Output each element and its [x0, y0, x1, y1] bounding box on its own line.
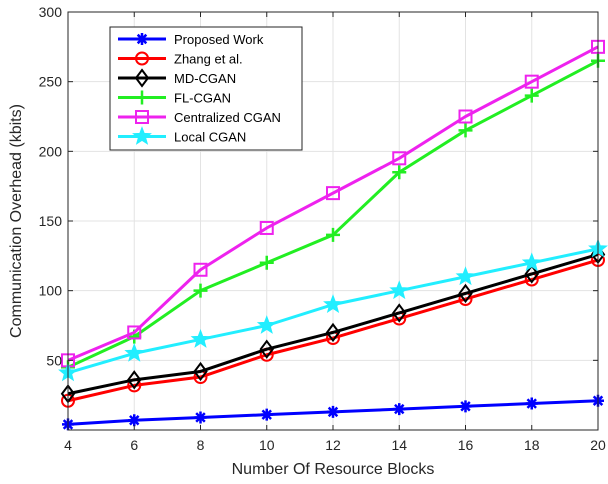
- legend-marker: [136, 33, 148, 45]
- y-tick-label: 200: [39, 143, 63, 159]
- legend-label: Proposed Work: [174, 32, 264, 47]
- data-point: [327, 405, 339, 418]
- data-point: [323, 294, 343, 314]
- data-point: [392, 303, 407, 323]
- legend-marker: [135, 110, 149, 124]
- data-point: [525, 397, 538, 410]
- data-point: [326, 186, 340, 201]
- legend-marker: [135, 90, 149, 105]
- data-point: [259, 339, 274, 359]
- series-3: [61, 53, 605, 375]
- data-point: [325, 322, 341, 343]
- data-point: [459, 400, 472, 413]
- x-tick-label: 8: [197, 437, 205, 453]
- series-line: [67, 253, 599, 396]
- data-point: [524, 264, 539, 284]
- legend-label: MD-CGAN: [174, 71, 236, 86]
- y-tick-label: 50: [46, 352, 62, 368]
- data-point: [392, 151, 407, 166]
- data-point: [259, 255, 274, 270]
- legend-item: FL-CGAN: [118, 90, 231, 106]
- legend-label: Centralized CGAN: [174, 110, 281, 125]
- data-point: [193, 361, 208, 382]
- data-point: [458, 123, 473, 138]
- y-tick-label: 300: [39, 4, 63, 20]
- data-point: [260, 408, 273, 421]
- data-point: [326, 227, 340, 242]
- data-point: [124, 342, 145, 362]
- legend-item: Centralized CGAN: [118, 110, 281, 125]
- data-point: [524, 88, 539, 103]
- data-point: [256, 315, 277, 334]
- data-point: [455, 266, 476, 286]
- x-tick-label: 10: [259, 437, 275, 453]
- legend-marker: [134, 68, 150, 88]
- data-point: [194, 411, 207, 424]
- x-axis-title: Number Of Resource Blocks: [232, 461, 435, 478]
- legend-item: Local CGAN: [118, 126, 246, 145]
- y-tick-label: 250: [39, 74, 63, 90]
- data-point: [190, 329, 211, 348]
- data-point: [392, 165, 407, 180]
- x-tick-label: 20: [590, 437, 606, 453]
- legend-marker: [135, 51, 149, 66]
- data-point: [127, 370, 142, 390]
- legend-item: Proposed Work: [118, 32, 264, 47]
- x-tick-label: 12: [325, 437, 341, 453]
- grid: [67, 11, 599, 430]
- data-point: [127, 325, 142, 340]
- y-tick-label: 150: [39, 213, 63, 229]
- y-axis-title: Communication Overhead (kbits): [8, 104, 25, 338]
- x-tick-label: 6: [130, 437, 138, 453]
- legend-label: Local CGAN: [174, 130, 246, 145]
- x-tick-label: 4: [64, 437, 72, 453]
- data-point: [524, 74, 539, 89]
- data-point: [458, 283, 473, 304]
- data-point: [193, 262, 208, 277]
- x-tick-label: 18: [524, 437, 540, 453]
- data-point: [389, 280, 410, 300]
- y-tick-label: 100: [39, 283, 63, 299]
- data-point: [259, 220, 274, 235]
- x-tick-label: 14: [391, 437, 407, 453]
- tick-layer: 4 6 8 10 12 14 16 18 20 50 100 150 200 250 300: [39, 4, 606, 453]
- legend-label: Zhang et al.: [174, 52, 243, 67]
- x-tick-label: 16: [458, 437, 474, 453]
- data-point: [458, 109, 473, 124]
- series-line: [67, 258, 599, 403]
- series-line: [67, 45, 599, 362]
- legend-marker: [132, 126, 152, 145]
- legend: Proposed Work Zhang et al. MD-CGAN FL-CGAN C…: [109, 26, 303, 151]
- data-point: [128, 414, 141, 427]
- legend-label: FL-CGAN: [174, 91, 231, 106]
- data-point: [393, 403, 406, 416]
- data-point: [521, 252, 542, 272]
- data-point: [193, 283, 208, 298]
- legend-item: MD-CGAN: [118, 68, 236, 88]
- legend-item: Zhang et al.: [118, 51, 243, 67]
